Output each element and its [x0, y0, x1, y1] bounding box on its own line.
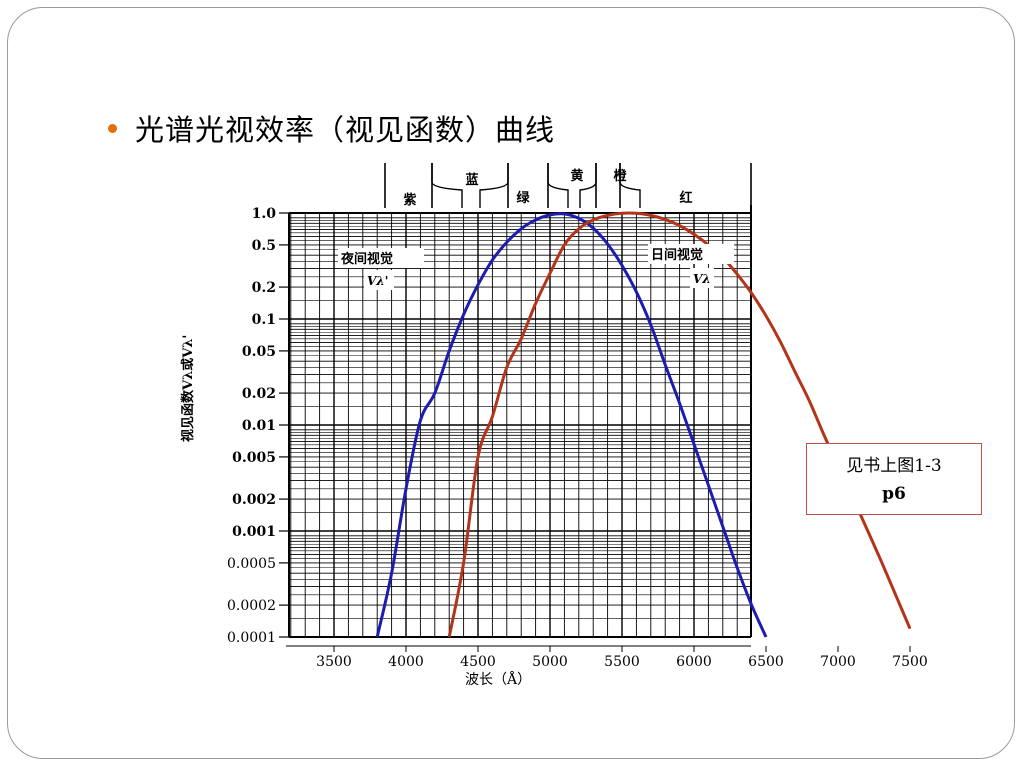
y-tick-label: 0.01: [242, 418, 276, 434]
band-label: 橙: [613, 168, 627, 184]
x-tick-labels: 3500 4000 4500 5000 5500 6000 6500 7000 7500: [316, 646, 928, 670]
color-band-header: 紫 蓝绿 黄 橙红: [384, 163, 752, 208]
x-tick-label: 6500: [748, 654, 784, 670]
scotopic-symbol: Vλ': [367, 274, 388, 288]
reference-note: 见书上图1-3 p6: [806, 443, 982, 515]
title-row: 光谱光视效率（视见函数）曲线: [108, 108, 555, 148]
y-tick-label: 0.05: [242, 344, 276, 360]
y-tick-label: 0.005: [232, 450, 276, 466]
x-tick-label: 4500: [460, 654, 496, 670]
y-tick-label: 0.0005: [227, 556, 276, 572]
photopic-label: 日间视觉: [651, 247, 703, 263]
band-bracket: [579, 163, 597, 208]
x-tick-label: 4000: [388, 654, 424, 670]
bullet-dot-icon: [108, 123, 117, 133]
slide-frame: [7, 7, 1015, 759]
y-tick-label: 0.2: [252, 280, 276, 296]
band-bracket: [619, 163, 641, 208]
band-bracket: [479, 163, 509, 208]
band-bracket: [431, 163, 463, 208]
x-tick-label: 7000: [820, 654, 856, 670]
photopic-symbol-bg: [690, 268, 714, 288]
band-label: 紫: [403, 192, 416, 208]
x-tick-label: 6000: [676, 654, 712, 670]
y-tick-label: 0.0002: [227, 598, 276, 614]
x-tick-label: 5000: [532, 654, 568, 670]
y-tick-label: 0.0001: [227, 630, 276, 646]
y-tick-label: 0.5: [252, 238, 276, 254]
scotopic-label-bg: [338, 248, 424, 268]
photopic-symbol: Vλ: [693, 272, 711, 286]
slide-title: 光谱光视效率（视见函数）曲线: [135, 113, 556, 147]
y-tick-label: 1.0: [252, 206, 277, 222]
y-axis-label: 视见函数Vλ或Vλ': [180, 335, 196, 442]
band-bracket: [547, 163, 569, 208]
band-label: 绿: [516, 190, 530, 206]
band-label: 黄: [570, 168, 583, 184]
y-tick-label: 0.001: [232, 524, 276, 540]
scotopic-curve: [375, 212, 768, 638]
band-label: 红: [679, 190, 692, 206]
x-axis-label: 波长（Å）: [465, 670, 531, 688]
y-tick-label: 0.1: [252, 312, 276, 328]
y-tick-labels: 1.0 0.5 0.2 0.1 0.05 0.02 0.01 0.005 0.002 0.001 0…: [227, 206, 289, 646]
reference-note-line1: 见书上图1-3: [846, 456, 942, 476]
x-tick-label: 5500: [604, 654, 640, 670]
chart-grid: [289, 212, 751, 638]
scotopic-label: 夜间视觉: [340, 251, 393, 267]
x-tick-label: 3500: [316, 654, 352, 670]
photopic-label-bg: [648, 244, 734, 264]
band-label: 蓝: [465, 172, 478, 188]
y-tick-label: 0.02: [242, 386, 276, 402]
reference-note-line2: p6: [882, 484, 906, 504]
y-tick-label: 0.002: [232, 492, 276, 508]
scotopic-symbol-bg: [364, 270, 394, 290]
x-tick-label: 7500: [892, 654, 928, 670]
